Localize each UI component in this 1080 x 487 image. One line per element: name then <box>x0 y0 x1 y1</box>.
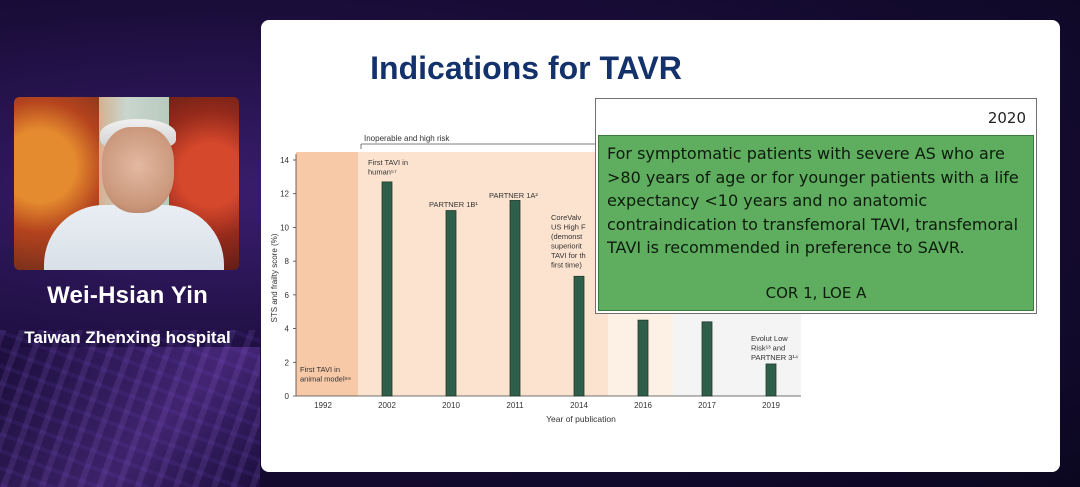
annotation-2019: PARTNER 3¹⁴ <box>751 353 798 362</box>
y-tick-label: 10 <box>280 223 289 232</box>
phase-band <box>358 152 608 396</box>
background-pattern <box>0 330 260 487</box>
annotation-2014: (demonst <box>551 232 583 241</box>
guideline-class-of-recommendation: COR 1, LOE A <box>765 284 867 302</box>
guideline-recommendation: For symptomatic patients with severe AS … <box>598 135 1034 311</box>
annotation-1992: animal model⁸⁹ <box>300 375 351 384</box>
bar-2014 <box>573 275 585 397</box>
presentation-slide: Indications for TAVR Inoperable and high… <box>261 20 1060 472</box>
bar-2016 <box>637 319 649 397</box>
guideline-year: 2020 <box>987 109 1026 127</box>
annotation-2002: First TAVI in <box>368 158 408 167</box>
bar-2011 <box>509 200 521 397</box>
phase-band <box>296 152 358 396</box>
annotation-2019: Evolut Low <box>751 334 788 343</box>
y-tick-label: 14 <box>280 156 289 165</box>
slide-title: Indications for TAVR <box>370 50 682 86</box>
y-tick-label: 6 <box>285 291 290 300</box>
annotation-2011: PARTNER 1A² <box>489 191 538 200</box>
guideline-box: 2020 For symptomatic patients with sever… <box>595 98 1037 314</box>
y-tick-label: 0 <box>285 392 290 401</box>
annotation-2014: superiorit <box>551 242 583 251</box>
x-tick-label: 2019 <box>762 401 780 410</box>
x-tick-label: 2014 <box>570 401 588 410</box>
x-tick-label: 2011 <box>506 401 524 410</box>
x-tick-label: 1992 <box>314 401 332 410</box>
annotation-2014: first time) <box>551 261 582 270</box>
x-tick-label: 2010 <box>442 401 460 410</box>
y-tick-label: 2 <box>285 358 290 367</box>
y-axis-label: STS and frailty score (%) <box>270 233 279 322</box>
bar-2010 <box>445 210 457 397</box>
speaker-video <box>14 97 239 270</box>
bar-2019 <box>765 363 777 397</box>
annotation-2014: CoreValv <box>551 213 582 222</box>
guideline-text: For symptomatic patients with severe AS … <box>607 144 1019 257</box>
speaker-organization: Taiwan Zhenxing hospital <box>24 328 231 347</box>
annotation-2014: US High F <box>551 223 586 232</box>
annotation-2010: PARTNER 1B¹ <box>429 200 478 209</box>
annotation-2002: human⁵⁷ <box>368 168 397 177</box>
x-tick-label: 2016 <box>634 401 652 410</box>
speaker-name: Wei-Hsian Yin <box>47 282 208 309</box>
annotation-1992: First TAVI in <box>300 365 340 374</box>
x-axis-label: Year of publication <box>546 414 616 424</box>
x-tick-label: 2002 <box>378 401 396 410</box>
y-tick-label: 8 <box>285 257 290 266</box>
bar-2017 <box>701 321 713 397</box>
y-tick-label: 4 <box>285 325 290 334</box>
background-glow <box>0 347 260 487</box>
phase-label: Inoperable and high risk <box>364 134 450 143</box>
x-tick-label: 2017 <box>698 401 716 410</box>
annotation-2014: TAVI for th <box>551 251 586 260</box>
bar-2002 <box>381 181 393 397</box>
annotation-2019: Risk¹³ and <box>751 344 785 353</box>
y-tick-label: 12 <box>280 190 289 199</box>
